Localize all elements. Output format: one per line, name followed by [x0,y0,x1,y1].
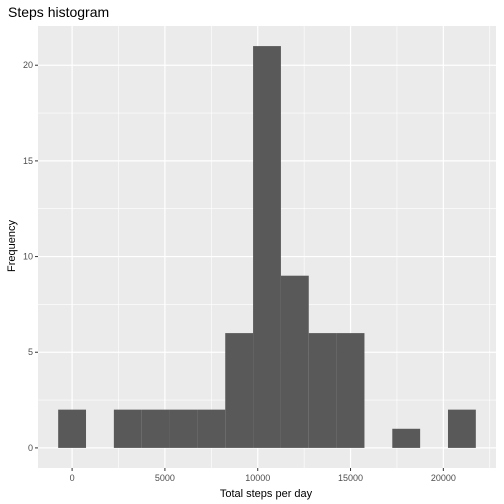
histogram-bar [113,409,142,448]
histogram-bar [336,333,365,448]
histogram-bar [253,46,281,448]
x-axis-title: Total steps per day [220,488,313,500]
x-tick-label: 10000 [245,473,270,483]
histogram-bar [280,275,309,448]
y-tick-label: 5 [28,347,33,357]
histogram-bar [141,409,170,448]
histogram-bar [392,428,421,448]
histogram-bar [447,409,476,448]
histogram-bar [308,333,337,448]
y-axis: 0 5 10 15 20 [23,60,38,453]
y-tick-label: 10 [23,252,33,262]
x-tick-label: 0 [70,473,75,483]
y-tick-label: 0 [28,443,33,453]
y-axis-title: Frequency [6,220,18,272]
histogram-bars [58,46,476,448]
x-tick-label: 5000 [155,473,175,483]
histogram-bar [169,409,198,448]
x-tick-label: 20000 [431,473,456,483]
histogram-bar [197,409,226,448]
y-tick-label: 20 [23,60,33,70]
x-tick-label: 15000 [338,473,363,483]
histogram-bar [225,333,254,448]
x-axis: 0 5000 10000 15000 20000 [70,468,456,483]
histogram-bar [58,409,87,448]
chart-title: Steps histogram [8,4,109,20]
y-tick-label: 15 [23,156,33,166]
